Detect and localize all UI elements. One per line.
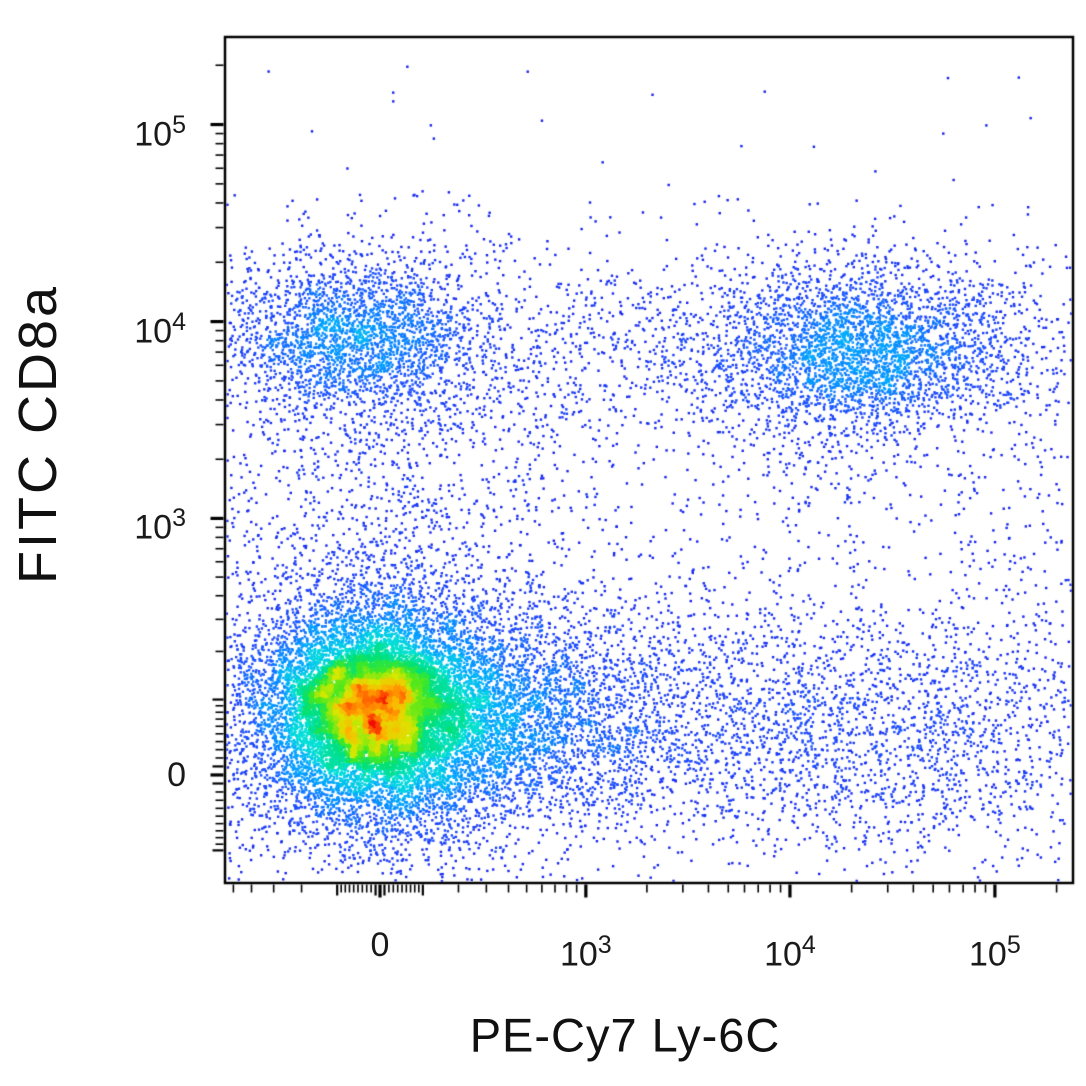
y-axis-title: FITC CD8a <box>8 283 68 585</box>
x-axis-title: PE-Cy7 Ly-6C <box>469 1008 781 1062</box>
